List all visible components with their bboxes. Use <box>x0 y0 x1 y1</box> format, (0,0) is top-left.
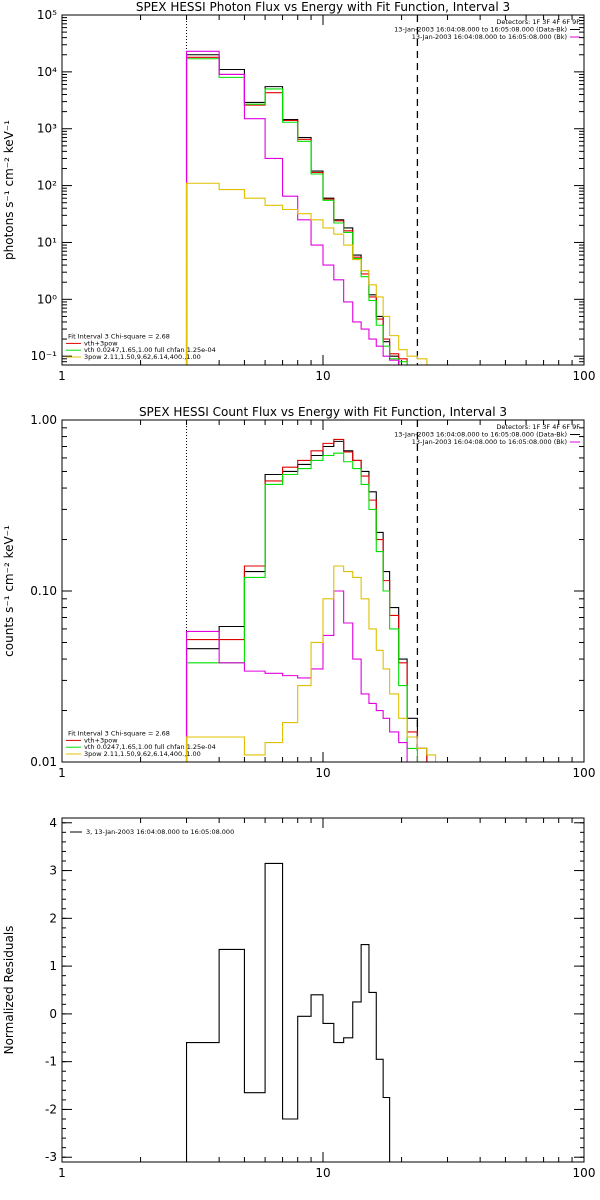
x-tick-label: 10 <box>315 369 330 383</box>
y-tick-label: 0 <box>49 1007 57 1021</box>
legend-entry: 13-Jan-2003 16:04:08.000 to 16:05:08.000… <box>394 26 567 34</box>
legend-entry: 3, 13-Jan-2003 16:04:08.000 to 16:05:08.… <box>86 828 234 836</box>
y-axis-ticks: -3 -2 -1 0 1 2 3 4 <box>45 816 584 1164</box>
series-line-5 <box>185 565 437 762</box>
y-axis-label: counts s⁻¹ cm⁻² keV⁻¹ <box>2 525 16 657</box>
x-tick-label: 100 <box>573 766 596 780</box>
legend-entry: 13-Jan-2003 16:04:08.000 to 16:05:08.000… <box>394 431 567 439</box>
y-tick-label: 0.01 <box>30 755 57 769</box>
y-tick-label: -2 <box>45 1102 57 1116</box>
x-tick-label: 1 <box>58 766 66 780</box>
legend-entry: Fit Interval 3 Chi-square = 2.68 <box>68 730 170 738</box>
y-tick-label: 10² <box>37 179 57 193</box>
y-tick-label: 10⁵ <box>37 8 57 22</box>
chart-panel-2: SPEX HESSI Count Flux vs Energy with Fit… <box>2 405 595 780</box>
legend-entry: 13-Jan-2003 16:04:08.000 to 16:05:08.000… <box>412 33 567 41</box>
y-tick-label: 1 <box>49 959 57 973</box>
series-line-2 <box>185 438 428 762</box>
x-tick-label: 10 <box>315 1166 330 1180</box>
legend-entry: vth 0.0247,1.65,1.00 full chfan 1.25e-04 <box>84 346 216 354</box>
legend-entry: vth+3pow <box>84 736 118 744</box>
series-line-3 <box>185 58 408 365</box>
series-line-1 <box>185 440 428 762</box>
x-tick-label: 1 <box>58 369 66 383</box>
chart-title: SPEX HESSI Photon Flux vs Energy with Fi… <box>136 0 510 14</box>
y-tick-label: 10⁴ <box>37 65 57 79</box>
x-tick-label: 100 <box>573 1166 596 1180</box>
y-tick-label: 10¹ <box>37 235 57 249</box>
chart-panel-3: Normalized Residuals 1 10 100 -3 -2 -1 0 1 2 3 4 3, … <box>2 816 595 1180</box>
legend-entry: 3pow 2.11,1.50,9.62,6.14,400.,1.00 <box>84 353 201 361</box>
y-axis-label: Normalized Residuals <box>2 926 16 1055</box>
series-line-1 <box>185 862 391 1162</box>
y-axis-ticks: 0.01 0.10 1.00 <box>30 413 584 769</box>
x-tick-label: 100 <box>573 369 596 383</box>
legend-entry: Fit Interval 3 Chi-square = 2.68 <box>68 333 170 341</box>
plot-frame <box>61 419 585 763</box>
legend-entry: Detectors: 1F 3F 4F 6F 9F <box>496 423 580 431</box>
y-tick-label: -3 <box>45 1150 57 1164</box>
y-tick-label: 3 <box>49 864 57 878</box>
series-line-5 <box>185 182 428 365</box>
legend-entry: vth 0.0247,1.65,1.00 full chfan 1.25e-04 <box>84 743 216 751</box>
series-line-4 <box>185 590 408 762</box>
y-tick-label: 0.10 <box>30 584 57 598</box>
y-tick-label: 2 <box>49 911 57 925</box>
x-tick-label: 10 <box>315 766 330 780</box>
legend-bottom: Fit Interval 3 Chi-square = 2.68vth+3pow… <box>66 730 216 758</box>
x-tick-label: 1 <box>58 1166 66 1180</box>
chart-panel-1: SPEX HESSI Photon Flux vs Energy with Fi… <box>2 0 595 383</box>
legend-entry: Detectors: 1F 3F 4F 6F 9F <box>496 18 580 26</box>
legend-top: 3, 13-Jan-2003 16:04:08.000 to 16:05:08.… <box>70 828 234 836</box>
plot-frame <box>61 817 585 1163</box>
y-tick-label: 10³ <box>37 122 57 136</box>
series-line-3 <box>185 452 427 763</box>
y-tick-label: 10⁻¹ <box>31 349 58 363</box>
x-axis-ticks: 1 10 100 <box>58 420 595 780</box>
legend-entry: 13-Jan-2003 16:04:08.000 to 16:05:08.000… <box>412 438 567 446</box>
legend-entry: 3pow 2.11,1.50,9.62,6.14,400.,1.00 <box>84 750 201 758</box>
x-axis-ticks: 1 10 100 <box>58 818 595 1180</box>
y-tick-label: 1.00 <box>30 413 57 427</box>
y-axis-ticks: 10⁻¹ 10⁰ 10¹ 10² 10³ 10⁴ 10⁵ <box>31 8 584 366</box>
y-tick-label: -1 <box>45 1055 57 1069</box>
legend-bottom: Fit Interval 3 Chi-square = 2.68vth+3pow… <box>66 333 216 361</box>
plot-frame <box>61 14 585 366</box>
y-tick-label: 10⁰ <box>37 292 57 306</box>
y-tick-label: 4 <box>49 816 57 830</box>
series-line-2 <box>185 56 408 365</box>
legend-entry: vth+3pow <box>84 339 118 347</box>
chart-title: SPEX HESSI Count Flux vs Energy with Fit… <box>139 405 507 419</box>
series-line-4 <box>185 50 400 365</box>
y-axis-label: photons s⁻¹ cm⁻² keV⁻¹ <box>2 120 16 260</box>
